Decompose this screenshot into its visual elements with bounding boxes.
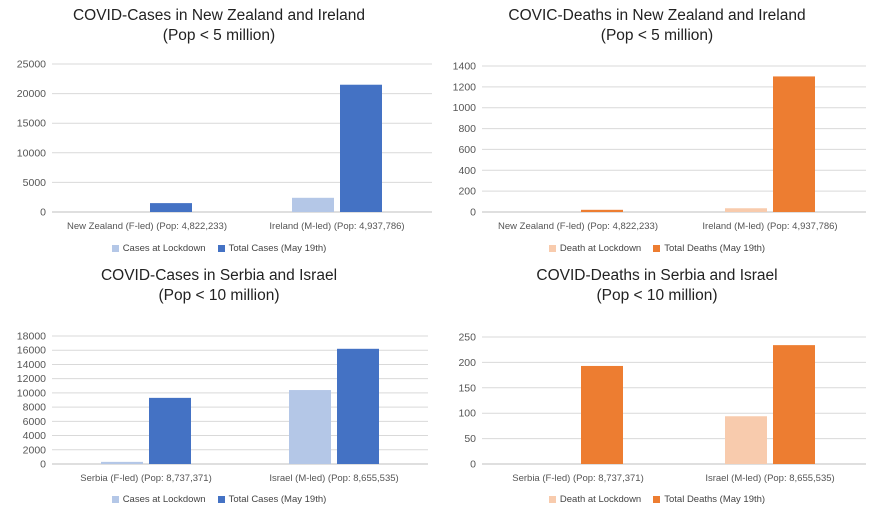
y-tick-label: 600 [458, 144, 476, 156]
legend-swatch [111, 495, 119, 503]
chart-title-line: COVID-Deaths in Serbia and Israel [536, 267, 778, 284]
chart-panel-cases-serbia-israel: COVID-Cases in Serbia and Israel (Pop < … [0, 260, 438, 520]
category-label: Ireland (M-led) (Pop: 4,937,786) [702, 221, 837, 232]
legend-item: Total Deaths (May 19th) [653, 494, 765, 505]
y-tick-label: 5000 [23, 177, 47, 189]
y-tick-label: 4000 [23, 430, 47, 442]
y-tick-label: 16000 [17, 345, 46, 357]
bar-total-0 [581, 209, 623, 212]
legend-swatch [217, 495, 225, 503]
y-tick-label: 18000 [17, 331, 46, 343]
legend-label: Total Cases (May 19th) [228, 243, 327, 254]
legend-swatch [653, 244, 661, 252]
y-tick-label: 100 [458, 408, 476, 420]
bar-total-0 [149, 397, 191, 464]
category-label: Ireland (M-led) (Pop: 4,937,786) [269, 221, 404, 232]
y-tick-label: 1000 [453, 102, 477, 114]
y-tick-label: 0 [470, 207, 476, 219]
chart-svg: 0 5000 10000 15000 20000 25000 New Zealand (F-… [17, 59, 432, 232]
y-tick-label: 0 [40, 459, 46, 471]
y-tick-label: 50 [464, 433, 476, 445]
y-tick-label: 200 [458, 357, 476, 369]
chart-svg: 0 50 100 150 200 250 Serbia (F-led) (Pop: 8,73… [458, 332, 866, 484]
legend-item: Cases at Lockdown [111, 494, 206, 505]
chart-panel-deaths-nz-ireland: COVIC-Deaths in New Zealand and Ireland … [438, 0, 876, 260]
category-label: Serbia (F-led) (Pop: 8,737,371) [512, 473, 643, 484]
y-tick-label: 12000 [17, 373, 46, 385]
chart-title: COVID-Deaths in Serbia and Israel (Pop <… [438, 266, 876, 306]
y-tick-label: 1400 [453, 61, 477, 73]
y-tick-label: 10000 [17, 387, 46, 399]
chart-title: COVID-Cases in Serbia and Israel (Pop < … [0, 266, 438, 306]
chart-subtitle: (Pop < 10 million) [596, 287, 718, 304]
bar-total-1 [337, 348, 379, 464]
bar-lockdown-1 [292, 197, 334, 212]
legend-swatch [548, 495, 556, 503]
chart-title-line: COVID-Cases in New Zealand and Ireland [72, 7, 366, 24]
chart-title: COVID-Cases in New Zealand and Ireland (… [0, 6, 438, 46]
chart-svg: 0 2000 4000 6000 8000 10000 12000 14000 16000 180… [17, 331, 428, 484]
chart-title: COVIC-Deaths in New Zealand and Ireland … [438, 6, 876, 46]
y-tick-label: 0 [40, 207, 46, 219]
y-tick-label: 150 [458, 382, 476, 394]
bar-total-1 [773, 76, 815, 212]
legend-item: Cases at Lockdown [111, 243, 206, 254]
chart-subtitle: (Pop < 5 million) [600, 27, 714, 44]
y-tick-label: 0 [470, 459, 476, 471]
legend-label: Death at Lockdown [559, 494, 642, 505]
legend-item: Total Deaths (May 19th) [653, 243, 765, 254]
legend-label: Total Deaths (May 19th) [664, 243, 766, 254]
legend-label: Cases at Lockdown [122, 243, 206, 254]
bar-lockdown-1 [289, 390, 331, 464]
legend-label: Death at Lockdown [559, 243, 642, 254]
category-label: New Zealand (F-led) (Pop: 4,822,233) [498, 221, 658, 232]
chart-legend: Death at Lockdown Total Deaths (May 19th) [438, 243, 876, 254]
chart-panel-cases-nz-ireland: COVID-Cases in New Zealand and Ireland (… [0, 0, 438, 260]
chart-title-line: COVID-Cases in Serbia and Israel [100, 267, 338, 284]
bar-lockdown-1 [725, 208, 767, 212]
bar-lockdown-1 [725, 416, 767, 464]
legend-swatch [217, 244, 225, 252]
y-tick-label: 20000 [17, 88, 46, 100]
y-tick-label: 25000 [17, 59, 46, 71]
bar-lockdown-0 [101, 461, 143, 464]
chart-legend: Death at Lockdown Total Deaths (May 19th) [438, 494, 876, 505]
legend-item: Death at Lockdown [548, 494, 642, 505]
y-tick-label: 2000 [23, 444, 47, 456]
legend-swatch [111, 244, 119, 252]
legend-swatch [653, 495, 661, 503]
category-label: Israel (M-led) (Pop: 8,655,535) [269, 473, 398, 484]
chart-title-line: COVIC-Deaths in New Zealand and Ireland [508, 7, 806, 24]
chart-subtitle: (Pop < 5 million) [162, 27, 276, 44]
y-tick-label: 8000 [23, 402, 47, 414]
category-label: Serbia (F-led) (Pop: 8,737,371) [80, 473, 211, 484]
y-tick-label: 15000 [17, 118, 46, 130]
bar-total-0 [581, 365, 623, 464]
bar-total-1 [773, 345, 815, 464]
legend-label: Total Deaths (May 19th) [664, 494, 766, 505]
y-tick-label: 14000 [17, 359, 46, 371]
y-tick-label: 10000 [17, 147, 46, 159]
legend-item: Death at Lockdown [548, 243, 642, 254]
y-tick-label: 1200 [453, 81, 477, 93]
category-label: Israel (M-led) (Pop: 8,655,535) [705, 473, 834, 484]
legend-label: Total Cases (May 19th) [228, 494, 327, 505]
chart-panel-deaths-serbia-israel: COVID-Deaths in Serbia and Israel (Pop <… [438, 260, 876, 520]
bar-total-1 [340, 84, 382, 212]
category-label: New Zealand (F-led) (Pop: 4,822,233) [67, 221, 227, 232]
chart-legend: Cases at Lockdown Total Cases (May 19th) [0, 494, 438, 505]
y-tick-label: 6000 [23, 416, 47, 428]
chart-svg: 0 200 400 600 800 1000 1200 1400 New Zealand (F-… [453, 61, 866, 232]
y-tick-label: 800 [458, 123, 476, 135]
bar-total-0 [150, 203, 192, 212]
legend-label: Cases at Lockdown [122, 494, 206, 505]
y-tick-label: 400 [458, 165, 476, 177]
chart-legend: Cases at Lockdown Total Cases (May 19th) [0, 243, 438, 254]
y-tick-label: 200 [458, 186, 476, 198]
chart-subtitle: (Pop < 10 million) [158, 287, 280, 304]
legend-item: Total Cases (May 19th) [217, 494, 327, 505]
y-tick-label: 250 [458, 332, 476, 344]
legend-swatch [548, 244, 556, 252]
legend-item: Total Cases (May 19th) [217, 243, 327, 254]
